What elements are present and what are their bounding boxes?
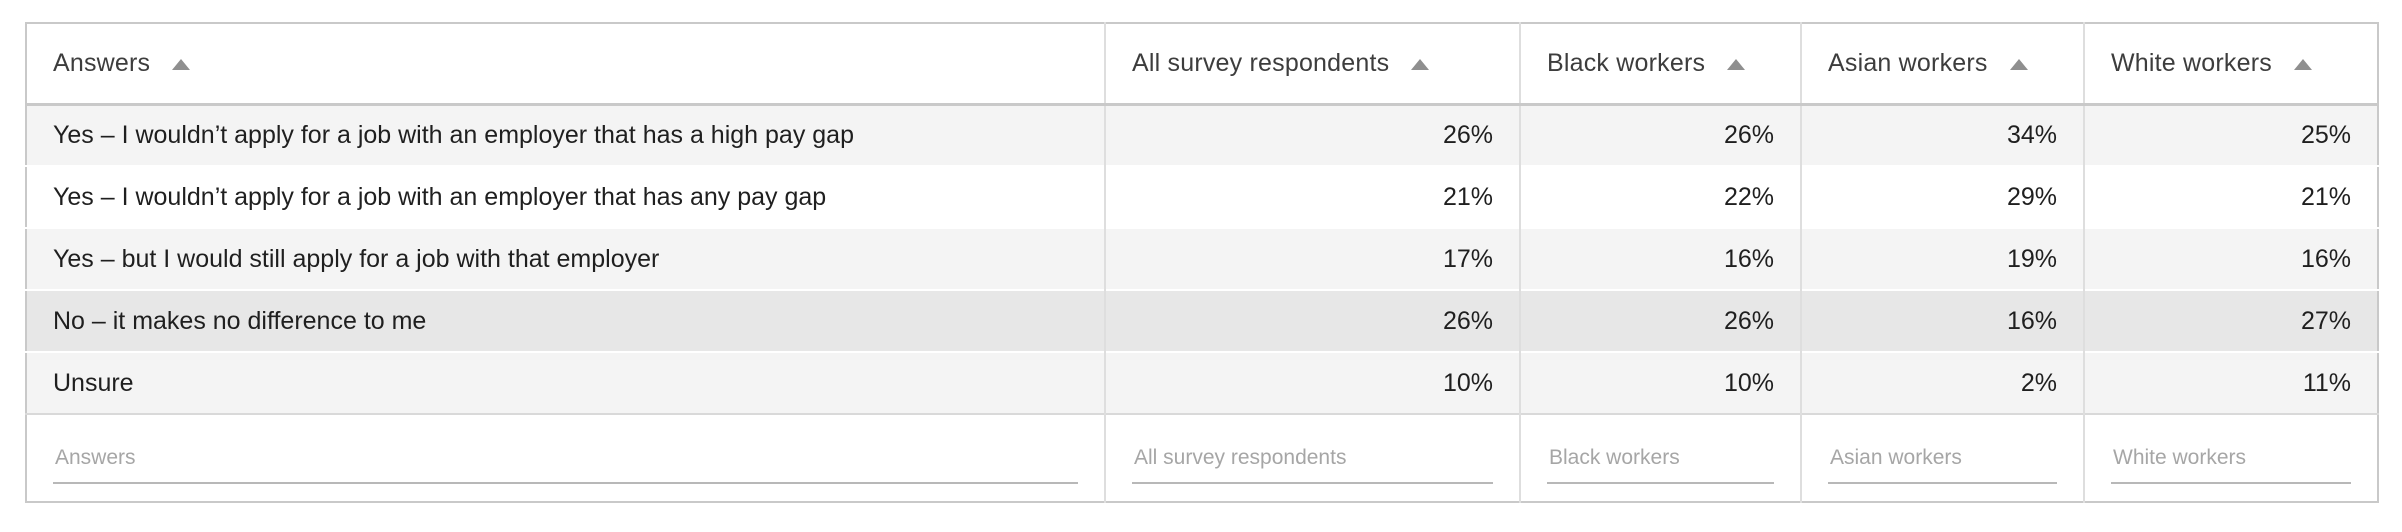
value-cell-all: 17% bbox=[1105, 227, 1521, 290]
value-cell-all: 26% bbox=[1105, 104, 1521, 166]
column-header-answers[interactable]: Answers bbox=[26, 23, 1106, 106]
column-header-label: All survey respondents bbox=[1132, 48, 1390, 77]
answer-cell: Yes – but I would still apply for a job … bbox=[26, 227, 1106, 290]
column-header-asian-workers[interactable]: Asian workers bbox=[1801, 23, 2085, 106]
column-header-white-workers[interactable]: White workers bbox=[2084, 23, 2378, 106]
sort-ascending-icon bbox=[172, 58, 191, 70]
header-row: Answers All survey respondents Black wor… bbox=[26, 23, 2378, 106]
value-cell-asian: 2% bbox=[1801, 351, 2085, 414]
survey-table-widget: Answers All survey respondents Black wor… bbox=[25, 22, 2379, 503]
filter-cell-answers bbox=[26, 413, 1106, 502]
value-cell-all: 10% bbox=[1105, 351, 1521, 414]
value-cell-asian: 34% bbox=[1801, 104, 2085, 166]
value-cell-black: 22% bbox=[1520, 165, 1802, 228]
table-row: Yes – I wouldn’t apply for a job with an… bbox=[26, 104, 2378, 166]
table-row: Unsure 10% 10% 2% 11% bbox=[26, 351, 2378, 414]
filter-input-asian-workers[interactable] bbox=[1828, 440, 2057, 484]
column-header-label: White workers bbox=[2111, 48, 2272, 77]
column-header-label: Answers bbox=[53, 48, 151, 77]
sort-ascending-icon bbox=[2294, 58, 2313, 70]
column-header-label: Asian workers bbox=[1828, 48, 1988, 77]
table-row: No – it makes no difference to me 26% 26… bbox=[26, 289, 2378, 352]
filter-row-container bbox=[26, 413, 2378, 502]
table-body: Yes – I wouldn’t apply for a job with an… bbox=[26, 104, 2378, 414]
sort-ascending-icon bbox=[1727, 58, 1746, 70]
value-cell-black: 26% bbox=[1520, 289, 1802, 352]
answer-cell: Unsure bbox=[26, 351, 1106, 414]
filter-cell-asian-workers bbox=[1801, 413, 2085, 502]
survey-results-table: Answers All survey respondents Black wor… bbox=[25, 22, 2379, 503]
sort-ascending-icon bbox=[2009, 58, 2028, 70]
value-cell-white: 21% bbox=[2084, 165, 2378, 228]
value-cell-asian: 16% bbox=[1801, 289, 2085, 352]
value-cell-asian: 29% bbox=[1801, 165, 2085, 228]
table-header: Answers All survey respondents Black wor… bbox=[26, 23, 2378, 106]
column-header-all-survey-respondents[interactable]: All survey respondents bbox=[1105, 23, 1521, 106]
filter-input-all-survey-respondents[interactable] bbox=[1132, 440, 1493, 484]
filter-cell-white-workers bbox=[2084, 413, 2378, 502]
filter-cell-black-workers bbox=[1520, 413, 1802, 502]
value-cell-black: 26% bbox=[1520, 104, 1802, 166]
filter-row bbox=[26, 413, 2378, 502]
value-cell-white: 16% bbox=[2084, 227, 2378, 290]
value-cell-all: 21% bbox=[1105, 165, 1521, 228]
filter-cell-all-survey-respondents bbox=[1105, 413, 1521, 502]
column-header-black-workers[interactable]: Black workers bbox=[1520, 23, 1802, 106]
value-cell-white: 25% bbox=[2084, 104, 2378, 166]
filter-input-white-workers[interactable] bbox=[2111, 440, 2351, 484]
answer-cell: Yes – I wouldn’t apply for a job with an… bbox=[26, 104, 1106, 166]
value-cell-black: 16% bbox=[1520, 227, 1802, 290]
sort-ascending-icon bbox=[1411, 58, 1430, 70]
filter-input-answers[interactable] bbox=[53, 440, 1078, 484]
value-cell-white: 27% bbox=[2084, 289, 2378, 352]
value-cell-white: 11% bbox=[2084, 351, 2378, 414]
filter-input-black-workers[interactable] bbox=[1547, 440, 1774, 484]
answer-cell: No – it makes no difference to me bbox=[26, 289, 1106, 352]
table-row: Yes – I wouldn’t apply for a job with an… bbox=[26, 165, 2378, 228]
value-cell-asian: 19% bbox=[1801, 227, 2085, 290]
value-cell-black: 10% bbox=[1520, 351, 1802, 414]
answer-cell: Yes – I wouldn’t apply for a job with an… bbox=[26, 165, 1106, 228]
table-row: Yes – but I would still apply for a job … bbox=[26, 227, 2378, 290]
column-header-label: Black workers bbox=[1547, 48, 1706, 77]
value-cell-all: 26% bbox=[1105, 289, 1521, 352]
